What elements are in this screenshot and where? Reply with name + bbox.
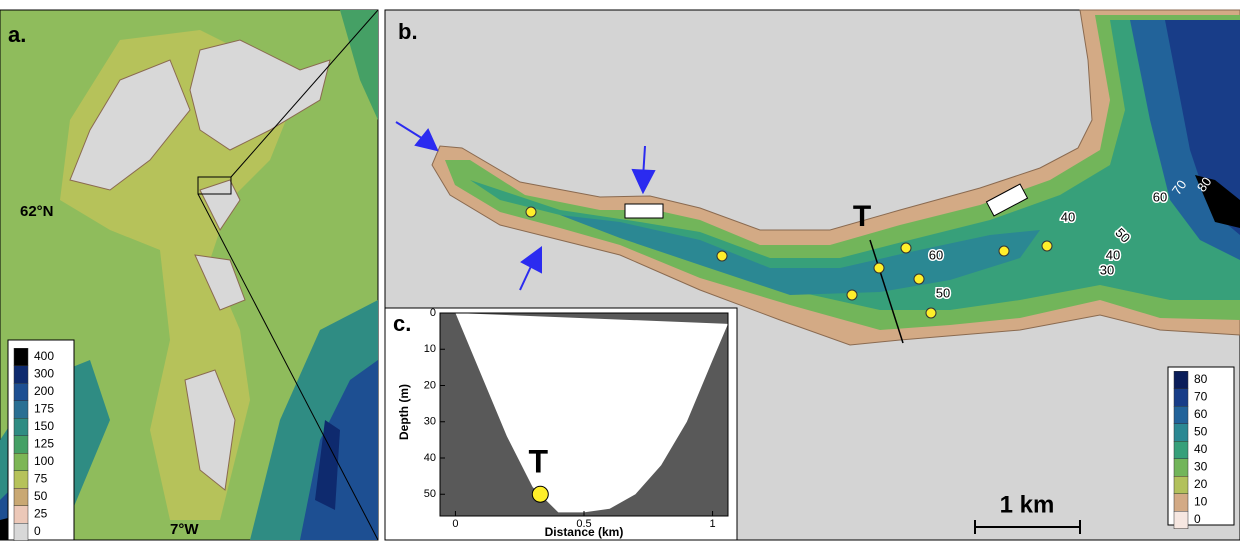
y-tick-label: 30 xyxy=(424,416,436,428)
legend-label: 75 xyxy=(34,472,48,486)
legend-swatch xyxy=(1174,424,1188,442)
legend-label: 10 xyxy=(1194,495,1208,509)
legend-swatch xyxy=(14,523,28,541)
y-tick-label: 40 xyxy=(424,452,436,464)
panel-a-map: a. 62°N 7°W 400 300 200 175 150 125 100 75 50 25 0 xyxy=(0,10,378,541)
legend-label: 400 xyxy=(34,349,54,363)
legend-label: 0 xyxy=(1194,512,1201,526)
station xyxy=(901,243,911,253)
x-tick-label: 0 xyxy=(452,518,458,530)
legend-swatch xyxy=(14,471,28,489)
y-tick-label: 50 xyxy=(424,488,436,500)
legend-swatch xyxy=(1174,371,1188,389)
station xyxy=(1042,241,1052,251)
transect-label: T xyxy=(853,200,871,233)
legend-swatch xyxy=(14,366,28,384)
legend-swatch xyxy=(14,506,28,524)
contour-label: 40 xyxy=(1061,209,1075,224)
station xyxy=(926,308,936,318)
station xyxy=(847,290,857,300)
legend-swatch xyxy=(1174,476,1188,494)
station xyxy=(717,251,727,261)
legend-label: 20 xyxy=(1194,477,1208,491)
legend-label: 60 xyxy=(1194,407,1208,421)
site-marker xyxy=(625,204,663,218)
x-tick-label: 0.5 xyxy=(576,518,591,530)
legend-swatch xyxy=(14,453,28,471)
legend-swatch xyxy=(14,348,28,366)
latitude-label: 62°N xyxy=(20,203,54,220)
station xyxy=(526,207,536,217)
scale-label: 1 km xyxy=(1000,491,1055,518)
legend-swatch xyxy=(1174,441,1188,459)
legend-label: 0 xyxy=(34,524,41,538)
legend-swatch xyxy=(1174,459,1188,477)
legend-label: 50 xyxy=(1194,425,1208,439)
legend-swatch xyxy=(1174,389,1188,407)
legend-swatch xyxy=(14,401,28,419)
y-tick-label: 10 xyxy=(424,343,436,355)
y-tick-label: 0 xyxy=(430,307,436,319)
legend-swatch xyxy=(14,418,28,436)
contour-label: 50 xyxy=(936,285,950,300)
contour-label: 60 xyxy=(1153,189,1167,204)
panel-label: b. xyxy=(398,19,418,44)
legend-swatch xyxy=(14,488,28,506)
contour-label: 40 xyxy=(1106,247,1120,262)
contour-label: 60 xyxy=(929,247,943,262)
legend-label: 150 xyxy=(34,419,54,433)
panel-label: c. xyxy=(393,311,411,336)
y-tick-label: 20 xyxy=(424,379,436,391)
longitude-label: 7°W xyxy=(170,521,199,538)
figure: a. 62°N 7°W 4003002001751501251007550250… xyxy=(0,0,1240,545)
panel-label: a. xyxy=(8,22,26,47)
station xyxy=(999,246,1009,256)
legend-label: 100 xyxy=(34,454,54,468)
legend-label: 300 xyxy=(34,367,54,381)
legend-swatch xyxy=(1174,494,1188,512)
station xyxy=(874,263,884,273)
legend-label: 125 xyxy=(34,437,54,451)
legend-label: 30 xyxy=(1194,460,1208,474)
legend-label: 70 xyxy=(1194,390,1208,404)
y-axis-label: Depth (m) xyxy=(397,384,411,440)
legend-swatch xyxy=(14,436,28,454)
contour-label: 30 xyxy=(1100,262,1114,277)
legend-label: 80 xyxy=(1194,372,1208,386)
station-point xyxy=(532,486,548,502)
legend-label: 50 xyxy=(34,489,48,503)
legend-label: 40 xyxy=(1194,442,1208,456)
x-tick-label: 1 xyxy=(710,518,716,530)
legend-label: 175 xyxy=(34,402,54,416)
legend-label: 25 xyxy=(34,507,48,521)
legend-swatch xyxy=(1174,511,1188,529)
legend-swatch xyxy=(14,383,28,401)
point-label: T xyxy=(529,444,549,480)
station xyxy=(914,274,924,284)
legend-label: 200 xyxy=(34,384,54,398)
legend-swatch xyxy=(1174,406,1188,424)
